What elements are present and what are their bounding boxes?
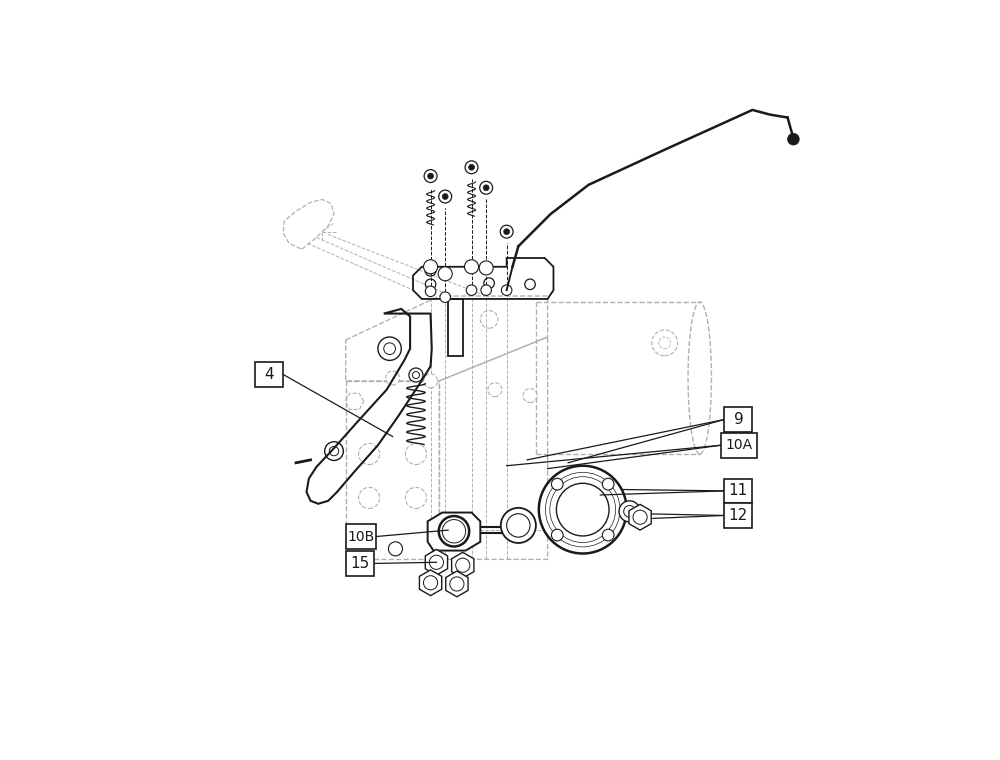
Text: 4: 4: [264, 367, 274, 382]
Circle shape: [425, 286, 436, 296]
Circle shape: [409, 368, 423, 382]
Circle shape: [424, 260, 438, 274]
Text: 12: 12: [729, 508, 748, 523]
Circle shape: [424, 374, 438, 388]
Circle shape: [602, 478, 614, 490]
Text: 9: 9: [734, 412, 743, 427]
Circle shape: [504, 229, 510, 235]
Polygon shape: [425, 549, 448, 575]
FancyBboxPatch shape: [346, 551, 374, 576]
Circle shape: [488, 382, 502, 397]
Circle shape: [483, 185, 489, 191]
Circle shape: [386, 371, 400, 385]
Polygon shape: [452, 553, 474, 578]
Polygon shape: [512, 516, 522, 527]
Text: 10B: 10B: [347, 530, 375, 543]
Text: 11: 11: [729, 483, 748, 499]
Polygon shape: [629, 505, 651, 530]
Circle shape: [428, 173, 433, 179]
Circle shape: [466, 285, 477, 296]
Circle shape: [440, 292, 450, 302]
Circle shape: [619, 501, 640, 522]
Circle shape: [442, 194, 448, 199]
Circle shape: [424, 169, 437, 182]
Text: 10A: 10A: [725, 439, 753, 452]
Text: 15: 15: [350, 556, 369, 571]
Circle shape: [479, 261, 493, 275]
Circle shape: [602, 529, 614, 541]
Polygon shape: [419, 570, 442, 596]
Circle shape: [523, 388, 537, 403]
Circle shape: [438, 267, 452, 280]
Circle shape: [388, 542, 402, 556]
Polygon shape: [428, 512, 480, 550]
Circle shape: [539, 466, 627, 553]
Circle shape: [481, 285, 491, 296]
FancyBboxPatch shape: [346, 524, 376, 549]
Circle shape: [788, 133, 799, 145]
FancyBboxPatch shape: [721, 433, 757, 458]
FancyBboxPatch shape: [255, 363, 283, 387]
Circle shape: [551, 529, 563, 541]
Circle shape: [551, 478, 563, 490]
Circle shape: [501, 508, 536, 543]
Circle shape: [500, 225, 513, 238]
Circle shape: [501, 285, 512, 296]
Circle shape: [439, 190, 452, 203]
FancyBboxPatch shape: [724, 407, 752, 432]
Circle shape: [465, 260, 479, 274]
FancyBboxPatch shape: [724, 503, 752, 527]
Circle shape: [469, 164, 474, 170]
Circle shape: [480, 182, 493, 195]
Circle shape: [465, 161, 478, 174]
Polygon shape: [446, 571, 468, 597]
FancyBboxPatch shape: [724, 479, 752, 503]
